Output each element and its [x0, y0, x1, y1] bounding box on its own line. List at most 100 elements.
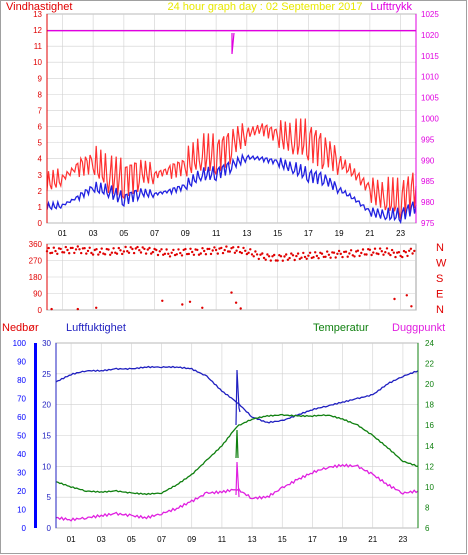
winddir-point: [85, 252, 88, 255]
winddir-point: [279, 255, 283, 258]
winddir-point: [126, 250, 129, 253]
compass-label: E: [436, 289, 443, 301]
winddir-point: [264, 258, 267, 261]
winddir-point: [197, 253, 201, 256]
wind-hour-label: 03: [89, 229, 98, 238]
winddir-point: [73, 251, 76, 255]
rain-tick-label: 15: [42, 432, 51, 441]
winddir-point: [259, 253, 262, 256]
temp-hour-label: 19: [338, 535, 347, 544]
winddir-point: [59, 247, 62, 251]
wind-hour-label: 11: [212, 229, 221, 238]
winddir-point: [78, 248, 81, 251]
label-rain: Nedbør: [2, 322, 39, 334]
pressure-tick-label: 1025: [421, 10, 439, 19]
winddir-point: [302, 251, 305, 255]
winddir-point: [242, 246, 245, 250]
humidity-tick-label: 100: [13, 339, 27, 348]
compass-label: W: [436, 258, 447, 270]
label-humidity: Luftfuktighet: [66, 322, 126, 334]
wind-hour-label: 01: [58, 229, 67, 238]
winddir-point: [303, 255, 307, 259]
winddir-tick-label: 360: [29, 240, 43, 249]
wind-tick-label: 12: [33, 26, 42, 35]
wind-tick-label: 8: [38, 90, 43, 99]
winddir-point: [278, 254, 281, 257]
winddir-point: [95, 248, 98, 251]
winddir-point: [348, 252, 351, 255]
humidity-tick-label: 10: [17, 506, 26, 515]
winddir-point: [389, 253, 392, 257]
wind-hour-label: 07: [150, 229, 159, 238]
winddir-point: [211, 249, 214, 252]
winddir-point: [188, 300, 192, 303]
winddir-point: [134, 247, 137, 250]
winddir-point: [285, 253, 288, 256]
winddir-point: [161, 299, 164, 302]
winddir-point: [351, 254, 354, 257]
winddir-point: [307, 254, 310, 257]
humidity-tick-label: 90: [17, 358, 26, 367]
wind-tick-label: 10: [33, 58, 42, 67]
winddir-point: [165, 248, 168, 251]
wind-tick-label: 1: [38, 203, 43, 212]
winddir-point: [397, 251, 401, 254]
winddir-point: [276, 259, 279, 262]
winddir-point: [315, 254, 319, 258]
winddir-point: [98, 251, 102, 254]
winddir-point: [380, 250, 383, 253]
winddir-point: [172, 248, 175, 252]
rain-tick-label: 5: [47, 493, 52, 502]
winddir-point: [189, 247, 192, 250]
winddir-point: [353, 255, 356, 258]
winddir-point: [150, 252, 153, 255]
winddir-point: [266, 253, 269, 256]
humidity-tick-label: 50: [17, 432, 26, 441]
winddir-point: [346, 255, 349, 258]
winddir-point: [274, 259, 278, 262]
winddir-point: [339, 252, 342, 255]
humidity-spike: [235, 369, 241, 426]
humidity-tick-label: 80: [17, 376, 26, 385]
winddir-point: [122, 250, 126, 253]
winddir-point: [370, 253, 373, 257]
winddir-point: [387, 252, 390, 255]
temperature-spike: [235, 429, 239, 459]
winddir-point: [254, 250, 257, 253]
humidity-tick-label: 20: [17, 487, 26, 496]
humidity-tick-label: 70: [17, 395, 26, 404]
winddir-point: [288, 256, 291, 260]
winddir-point: [405, 294, 408, 297]
winddir-point: [127, 251, 131, 254]
winddir-point: [119, 249, 122, 252]
temperature-tick-label: 14: [425, 442, 434, 451]
rain-tick-label: 30: [42, 339, 51, 348]
winddir-point: [261, 252, 264, 255]
temperature-tick-label: 8: [425, 503, 430, 512]
winddir-point: [136, 245, 139, 249]
winddir-point: [180, 254, 184, 257]
winddir-point: [115, 252, 119, 255]
winddir-point: [230, 291, 233, 294]
temp-hour-label: 21: [368, 535, 377, 544]
winddir-point: [199, 252, 202, 255]
temperature-tick-label: 12: [425, 462, 434, 471]
temp-hour-label: 01: [67, 535, 76, 544]
temp-hour-label: 03: [97, 535, 106, 544]
winddir-point: [163, 252, 167, 255]
winddir-point: [192, 253, 196, 256]
winddir-point: [240, 251, 243, 255]
winddir-point: [69, 246, 73, 250]
winddir-point: [327, 253, 331, 256]
winddir-point: [213, 246, 216, 249]
winddir-point: [141, 246, 144, 249]
winddir-point: [100, 247, 103, 250]
winddir-point: [109, 253, 112, 256]
temperature-line: [55, 413, 419, 496]
winddir-point: [320, 252, 324, 255]
winddir-point: [399, 254, 402, 258]
winddir-tick-label: 180: [29, 273, 43, 282]
winddir-point: [334, 256, 337, 259]
winddir-point: [168, 255, 172, 258]
